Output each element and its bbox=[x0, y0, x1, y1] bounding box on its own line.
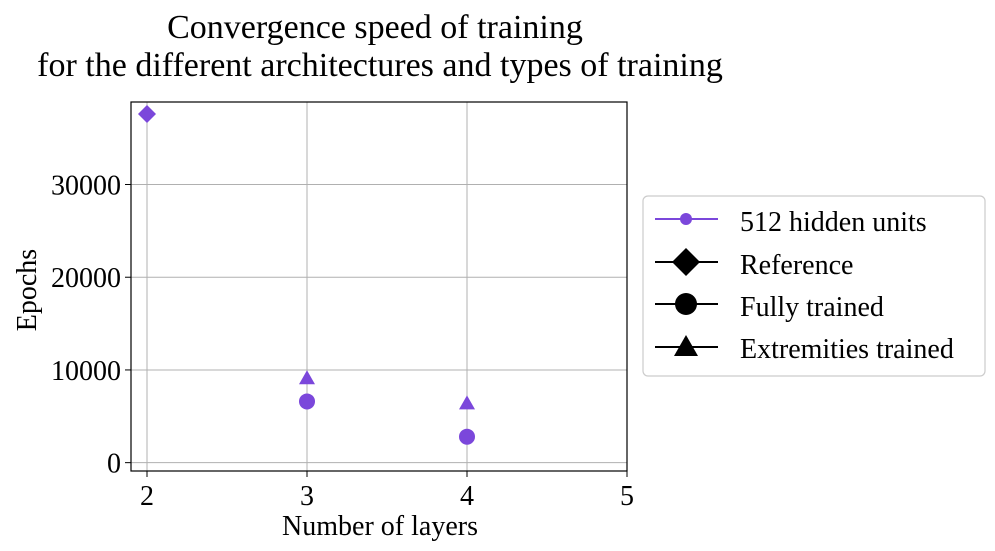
y-tick-label-0: 0 bbox=[107, 449, 121, 480]
grid bbox=[131, 102, 628, 471]
point-extremities-trained-4L bbox=[459, 395, 475, 410]
legend-label-extremities-trained: Extremities trained bbox=[740, 334, 954, 365]
point-reference-2L bbox=[138, 105, 156, 124]
x-tick-label-4: 4 bbox=[460, 481, 474, 512]
y-axis-label: Epochs bbox=[12, 249, 43, 331]
legend-label-reference: Reference bbox=[740, 250, 853, 281]
y-tick-label-30000: 30000 bbox=[51, 171, 121, 202]
legend: 512 hidden units Reference Fully trained… bbox=[642, 195, 986, 377]
point-fully-trained-3L bbox=[299, 393, 315, 410]
legend-marker-fully-trained bbox=[675, 293, 697, 315]
chart-title-line-2: for the different architectures and type… bbox=[37, 47, 723, 84]
legend-marker-512-hidden-units bbox=[680, 213, 692, 225]
legend-label-512-hidden-units: 512 hidden units bbox=[740, 207, 927, 238]
x-tick-label-2: 2 bbox=[140, 481, 154, 512]
legend-marker-extremities-trained bbox=[674, 335, 698, 356]
y-tick-label-10000: 10000 bbox=[51, 356, 121, 387]
x-tick-label-3: 3 bbox=[300, 481, 314, 512]
y-tick-label-20000: 20000 bbox=[51, 263, 121, 294]
legend-marker-reference bbox=[672, 248, 700, 276]
chart-title-line-1: Convergence speed of training bbox=[167, 9, 583, 46]
point-fully-trained-4L bbox=[459, 428, 475, 445]
x-axis-label: Number of layers bbox=[282, 511, 478, 542]
legend-markers bbox=[655, 213, 718, 356]
y-axis-ticks: 0 10000 20000 30000 bbox=[51, 171, 131, 480]
x-tick-label-5: 5 bbox=[620, 481, 634, 512]
legend-label-fully-trained: Fully trained bbox=[740, 292, 884, 323]
data-points bbox=[138, 105, 475, 445]
legend-box bbox=[642, 195, 986, 377]
plot-frame bbox=[130, 101, 628, 472]
x-axis-ticks: 2 3 4 5 bbox=[140, 471, 634, 512]
point-extremities-trained-3L bbox=[299, 370, 315, 385]
